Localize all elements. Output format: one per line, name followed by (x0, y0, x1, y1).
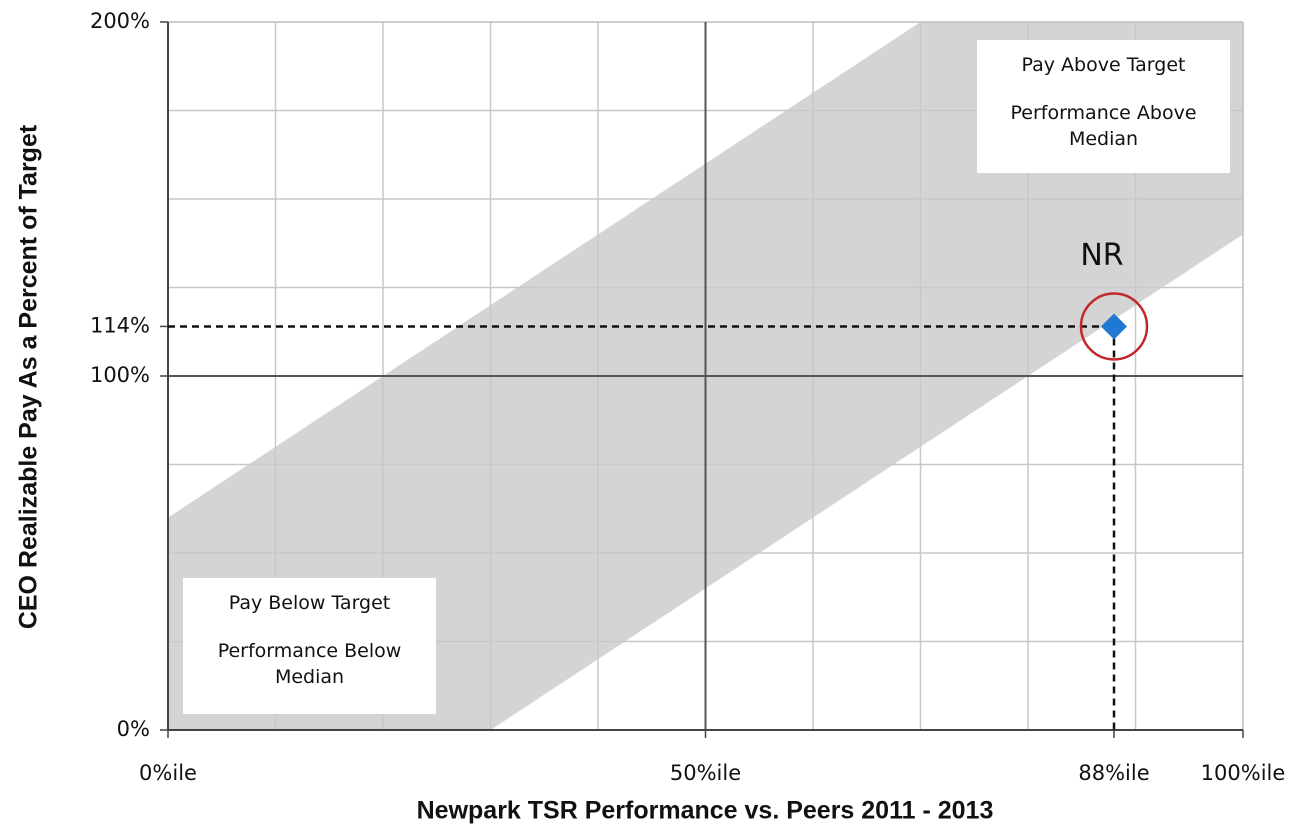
y-tick-label: 200% (90, 9, 150, 33)
y-tick-label: 0% (117, 717, 150, 741)
annotation-text: Pay Below Target (228, 592, 391, 614)
x-tick-label: 50%ile (670, 761, 741, 785)
annotation-box: Pay Above Target Performance Above Median (977, 40, 1230, 173)
plot (167, 21, 1244, 731)
annotation-text: Pay Above Target (1021, 54, 1186, 76)
y-tick-label: 114% (90, 313, 150, 337)
highlight-circle (1079, 292, 1149, 361)
x-tick-label: 100%ile (1201, 761, 1286, 785)
annotation-text: Performance Above Median (1010, 102, 1197, 150)
point-label: NR (1080, 238, 1123, 273)
point (1101, 313, 1127, 340)
x-tick-label: 88%ile (1078, 761, 1149, 785)
x-tick-label: 0%ile (139, 761, 197, 785)
annotation-box: Pay Below Target Performance Below Median (183, 578, 436, 714)
y-axis-title: CEO Realizable Pay As a Percent of Targe… (15, 124, 43, 629)
y-tick-label: 100% (90, 363, 150, 387)
annotation-text: Performance Below Median (217, 640, 402, 688)
x-axis-title: Newpark TSR Performance vs. Peers 2011 -… (417, 797, 994, 825)
